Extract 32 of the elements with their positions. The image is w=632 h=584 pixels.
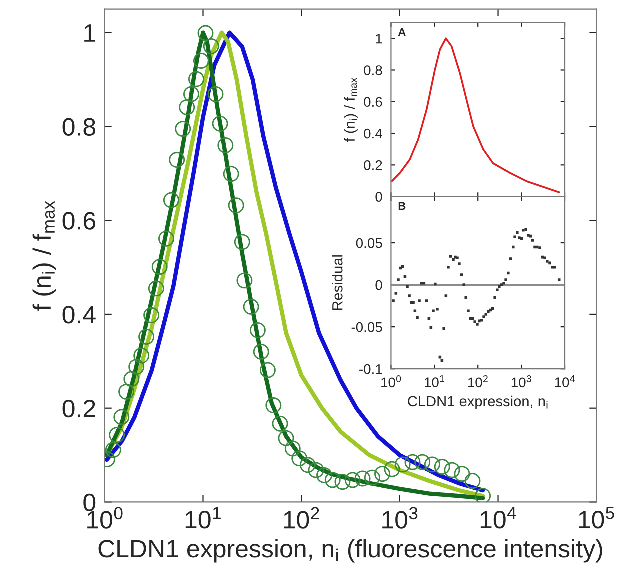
y-tick-label: 0.05 [356, 238, 382, 248]
x-tick-label: 10$^{1}$ [186, 507, 221, 529]
x-axis-title: CLDN1 expression, n$_{i}$ [408, 396, 548, 410]
y-axis-title: f (n$_{i}$) / f$_{max}$ [344, 78, 358, 142]
y-tick-label: -0.05 [352, 322, 382, 332]
y-tick-label: 0.4 [364, 128, 382, 139]
x-tick-label: 10$^{3}$ [512, 376, 532, 388]
y-tick-label: 0.2 [364, 160, 382, 170]
y-tick-label: 0.6 [364, 97, 382, 108]
y-tick-label: 1 [376, 34, 382, 44]
y-tick-label: 0.2 [62, 400, 96, 418]
y-axis-title: f (n$_{i}$) / f$_{max}$ [32, 201, 56, 311]
y-tick-label: 1 [84, 24, 96, 42]
x-tick-label: 10$^{2}$ [284, 507, 320, 529]
y-axis-title: Residual [332, 256, 343, 310]
y-tick-label: 0.4 [62, 306, 96, 324]
annotation: B [398, 202, 406, 210]
x-tick-label: 10$^{3}$ [382, 507, 418, 529]
x-tick-label: 10$^{1}$ [425, 376, 444, 388]
y-tick-label: 0 [376, 280, 382, 290]
x-tick-label: 10$^{4}$ [555, 376, 576, 388]
y-tick-label: 0.6 [62, 212, 96, 230]
y-tick-label: 0.8 [62, 118, 96, 136]
y-tick-label: 0 [376, 192, 382, 202]
annotation: A [398, 28, 406, 36]
y-tick-label: 0.8 [364, 66, 382, 76]
x-axis-title: CLDN1 expression, n$_{i}$ (fluorescence intensity) [98, 539, 602, 563]
x-tick-label: 10$^{4}$ [480, 507, 516, 529]
y-tick-label: -0.1 [360, 364, 382, 374]
x-tick-label: 10$^{5}$ [579, 507, 614, 529]
x-tick-label: 10$^{0}$ [382, 376, 402, 388]
x-tick-label: 10$^{2}$ [468, 376, 488, 388]
